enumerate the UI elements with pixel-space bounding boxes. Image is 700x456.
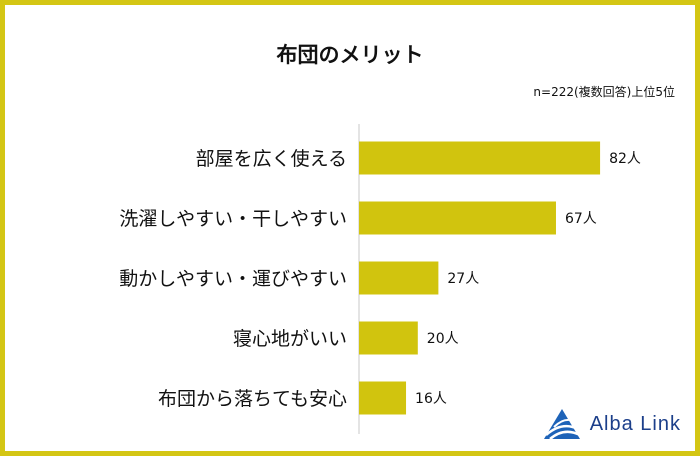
category-label: 布団から落ちても安心	[158, 388, 347, 410]
category-label: 寝心地がいい	[233, 328, 347, 350]
value-label: 27人	[447, 271, 479, 287]
bar	[359, 201, 556, 235]
bar	[359, 261, 439, 295]
value-label: 16人	[415, 391, 447, 407]
category-label: 洗濯しやすい・干しやすい	[119, 208, 347, 230]
value-label: 82人	[609, 151, 641, 167]
value-label: 20人	[427, 331, 459, 347]
bar	[359, 321, 418, 355]
category-label: 動かしやすい・運びやすい	[119, 268, 347, 290]
bar	[359, 381, 407, 415]
value-label: 67人	[565, 211, 597, 227]
sample-note: n=222(複数回答)上位5位	[533, 85, 675, 99]
bar	[359, 141, 601, 175]
alba-link-logo: Alba Link	[542, 407, 681, 441]
chart-title: 布団のメリット	[276, 43, 424, 67]
alba-link-logo-icon	[543, 409, 581, 440]
category-label: 部屋を広く使える	[196, 148, 347, 170]
alba-link-logo-text: Alba Link	[589, 412, 681, 435]
